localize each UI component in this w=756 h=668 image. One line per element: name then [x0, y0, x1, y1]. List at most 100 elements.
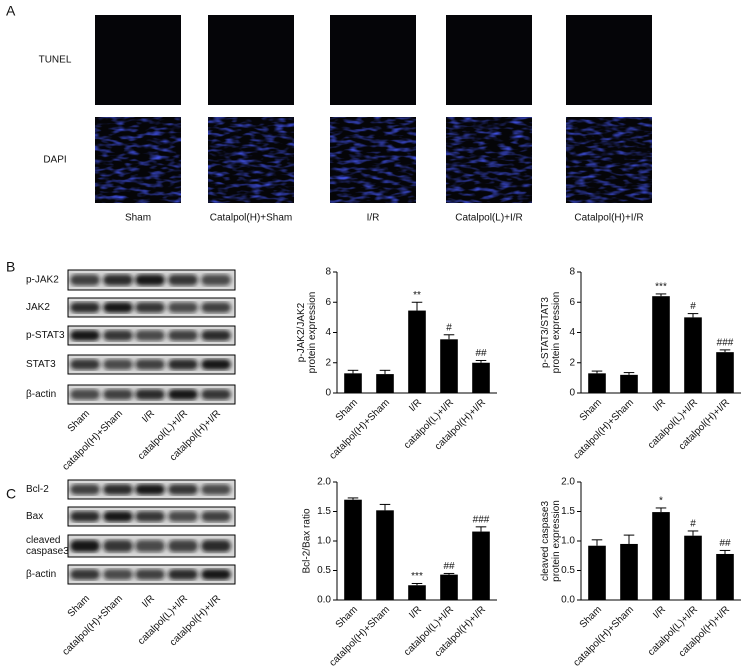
blot-band	[135, 389, 165, 400]
micrograph	[95, 15, 181, 105]
x-tick-label: I/R	[651, 397, 668, 414]
bar	[588, 373, 606, 393]
blot-band	[135, 511, 165, 522]
y-tick-label: 6	[569, 297, 575, 308]
blot-band	[70, 569, 100, 580]
x-tick-label: Sham	[578, 604, 604, 630]
blot-band	[70, 389, 100, 400]
y-tick-label: 0.5	[561, 565, 575, 576]
blot-band	[168, 330, 198, 341]
panel-label: C	[6, 486, 16, 502]
bar	[344, 373, 362, 393]
bar	[376, 510, 394, 600]
dapi-stain	[566, 117, 652, 203]
y-tick-label: 4	[325, 327, 331, 338]
significance-mark: #	[690, 519, 696, 530]
significance-mark: #	[446, 322, 452, 333]
bar	[620, 374, 638, 393]
y-tick-label: 1.0	[317, 536, 331, 547]
y-tick-label: 4	[569, 327, 575, 338]
blot-band	[168, 511, 198, 522]
bar	[716, 352, 734, 393]
column-label: I/R	[367, 213, 380, 224]
x-tick-label: Sham	[334, 604, 360, 630]
lane-label: I/R	[140, 593, 157, 610]
blot-band	[168, 484, 198, 495]
bar	[408, 310, 426, 393]
blot-band	[70, 302, 100, 313]
y-tick-label: 1.5	[317, 506, 331, 517]
lane-label: catalpol(H)+Sham	[60, 408, 125, 473]
x-tick-label: catalpol(H)+Sham	[327, 604, 392, 668]
y-axis-label: cleaved caspase3	[540, 501, 551, 581]
blot-band	[103, 539, 133, 553]
blot-band	[168, 389, 198, 400]
y-tick-label: 2.0	[561, 477, 575, 488]
blot-band	[135, 484, 165, 495]
blot-band	[168, 302, 198, 313]
blot-band	[135, 330, 165, 341]
significance-mark: ***	[655, 282, 667, 293]
blot-band	[201, 389, 231, 400]
blot-band	[70, 484, 100, 495]
column-label: Sham	[125, 213, 151, 224]
blot-label: caspase3	[26, 546, 69, 557]
bar	[588, 545, 606, 600]
blot-label: JAK2	[26, 302, 50, 313]
column-label: Catalpol(L)+I/R	[455, 213, 523, 224]
micrograph	[566, 15, 652, 105]
blot-band	[168, 539, 198, 553]
lane-label: Sham	[66, 408, 92, 434]
bar	[408, 585, 426, 600]
micrograph	[446, 15, 532, 105]
y-tick-label: 2.0	[317, 477, 331, 488]
x-tick-label: I/R	[407, 397, 424, 414]
bar	[620, 543, 638, 600]
significance-mark: **	[413, 290, 421, 301]
y-tick-label: 0	[569, 388, 575, 399]
blot-band	[135, 569, 165, 580]
blot-band	[168, 274, 198, 286]
blot-band	[70, 330, 100, 341]
y-tick-label: 0.0	[317, 595, 331, 606]
blot-band	[201, 484, 231, 495]
blot-band	[70, 274, 100, 286]
y-axis-label: Bcl-2/Bax ratio	[302, 508, 313, 573]
blot-band	[135, 359, 165, 370]
blot-label: p-JAK2	[26, 275, 59, 286]
blot-label: Bcl-2	[26, 484, 49, 495]
blot-label: p-STAT3	[26, 330, 65, 341]
y-axis-label: p-STAT3/STAT3	[540, 297, 551, 368]
y-axis-label: protein expression	[551, 292, 562, 374]
blot-band	[135, 539, 165, 553]
y-tick-label: 8	[325, 267, 331, 278]
blot-band	[70, 359, 100, 370]
x-tick-label: catalpol(H)+Sham	[327, 397, 392, 462]
significance-mark: *	[659, 496, 663, 507]
x-tick-label: Sham	[578, 397, 604, 423]
y-tick-label: 2	[569, 357, 575, 368]
blot-label: β-actin	[26, 389, 56, 400]
dapi-stain	[95, 117, 181, 203]
y-tick-label: 0.5	[317, 565, 331, 576]
blot-band	[201, 569, 231, 580]
lane-label: Sham	[66, 593, 92, 619]
y-tick-label: 1.0	[561, 536, 575, 547]
significance-mark: ###	[717, 338, 734, 349]
panel-label: A	[6, 3, 16, 19]
blot-band	[70, 539, 100, 553]
blot-band	[201, 511, 231, 522]
column-label: Catalpol(H)+Sham	[210, 213, 293, 224]
blot-band	[168, 569, 198, 580]
bar	[684, 317, 702, 393]
bar	[440, 574, 458, 600]
significance-mark: ##	[475, 348, 487, 359]
x-tick-label: I/R	[651, 604, 668, 621]
blot-band	[103, 274, 133, 286]
bar	[716, 553, 734, 600]
y-tick-label: 2	[325, 357, 331, 368]
blot-label: Bax	[26, 511, 43, 522]
blot-label: cleaved	[26, 535, 60, 546]
dapi-stain	[330, 117, 416, 203]
